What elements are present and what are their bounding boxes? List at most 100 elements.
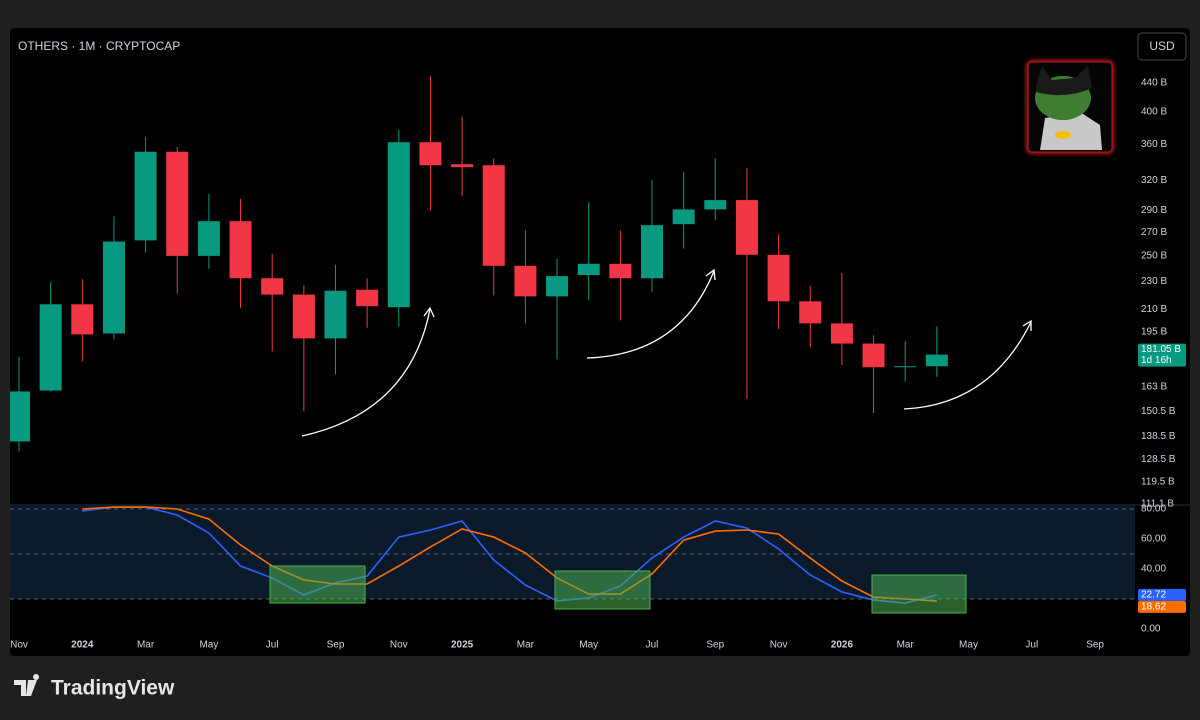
brand-icon bbox=[14, 674, 40, 696]
y-tick-label: 195 B bbox=[1141, 327, 1167, 338]
y-tick-label: 400 B bbox=[1141, 107, 1167, 118]
x-tick-label: Sep bbox=[1086, 640, 1104, 651]
candle-body bbox=[735, 200, 758, 255]
last-price-box bbox=[1138, 343, 1186, 367]
y-tick-label: 128.5 B bbox=[1141, 454, 1176, 465]
candle-body bbox=[292, 294, 315, 339]
y-tick-label: 440 B bbox=[1141, 78, 1167, 89]
stoch-line bbox=[82, 506, 937, 602]
axes: 440 B 400 B 360 B 320 B 290 B 270 B 250 B 230 B… bbox=[10, 78, 1186, 651]
last-value-box bbox=[1138, 588, 1186, 601]
candle-body bbox=[261, 278, 284, 295]
candle-body bbox=[830, 323, 853, 344]
currency-button[interactable] bbox=[1137, 32, 1187, 61]
x-tick-label: 2024 bbox=[71, 640, 94, 651]
x-tick-label: Sep bbox=[706, 640, 724, 651]
y2-tick-label: 40.00 bbox=[1141, 564, 1166, 575]
y-tick-label: 250 B bbox=[1141, 251, 1167, 262]
candle-body bbox=[482, 165, 505, 266]
candle-body bbox=[546, 276, 569, 297]
highlight-boxes bbox=[269, 565, 967, 614]
candle-body bbox=[641, 225, 663, 279]
y-tick-label: 111.1 B bbox=[1141, 499, 1174, 510]
level-band-top bbox=[10, 505, 1135, 510]
x-tick-label: Mar bbox=[517, 640, 535, 651]
x-tick-label: Jul bbox=[1025, 640, 1038, 651]
last-value-box bbox=[1138, 600, 1186, 613]
arrow bbox=[301, 308, 431, 437]
arrow-head bbox=[423, 306, 435, 318]
last-price-marker: 181.05 B1d 16h bbox=[1138, 343, 1186, 367]
arrow-head bbox=[705, 268, 716, 281]
candle-body bbox=[356, 289, 379, 307]
chart-title: OTHERS · 1M · CRYPTOCAP bbox=[18, 39, 180, 53]
candle-body bbox=[451, 164, 474, 168]
arrow bbox=[903, 321, 1032, 410]
candle-body bbox=[514, 265, 537, 297]
x-tick-label: Jul bbox=[266, 640, 279, 651]
x-tick-label: Nov bbox=[770, 640, 788, 651]
candle-body bbox=[166, 151, 189, 256]
x-tick-label: Nov bbox=[10, 640, 28, 651]
last-value-label: 22.72 bbox=[1141, 590, 1166, 601]
avatar bbox=[1026, 60, 1114, 154]
y-tick-label: 230 B bbox=[1141, 276, 1167, 287]
x-tick-label: Nov bbox=[390, 640, 408, 651]
currency-label[interactable]: USD bbox=[1149, 39, 1175, 53]
price-pane bbox=[10, 76, 948, 452]
highlight-box bbox=[871, 574, 967, 614]
candle-body bbox=[229, 221, 252, 279]
candle-body bbox=[767, 254, 790, 302]
x-tick-label: 2026 bbox=[831, 640, 854, 651]
candle-body bbox=[39, 304, 62, 391]
x-tick-label: Mar bbox=[137, 640, 155, 651]
candle-body bbox=[704, 200, 727, 210]
candle-body bbox=[894, 366, 917, 368]
y-tick-label: 290 B bbox=[1141, 205, 1167, 216]
x-tick-label: Jul bbox=[646, 640, 659, 651]
y-tick-label: 163 B bbox=[1141, 381, 1167, 392]
candle-body bbox=[577, 263, 600, 276]
x-tick-label: May bbox=[959, 640, 978, 651]
candle-body bbox=[71, 304, 94, 335]
y-tick-label: 360 B bbox=[1141, 139, 1167, 150]
y-tick-label: 138.5 B bbox=[1141, 431, 1176, 442]
candle-body bbox=[197, 221, 220, 256]
arrow-head bbox=[1022, 319, 1032, 331]
countdown: 1d 16h bbox=[1141, 355, 1172, 366]
candle-body bbox=[134, 151, 157, 241]
last-value-label: 18.62 bbox=[1141, 602, 1166, 613]
chart-panel bbox=[10, 28, 1190, 656]
x-tick-label: May bbox=[579, 640, 598, 651]
x-tick-label: Sep bbox=[327, 640, 345, 651]
x-tick-label: Mar bbox=[897, 640, 915, 651]
y-tick-label: 150.5 B bbox=[1141, 406, 1176, 417]
y-tick-label: 270 B bbox=[1141, 227, 1167, 238]
candle-body bbox=[799, 301, 822, 324]
candle-body bbox=[102, 241, 125, 334]
candle-body bbox=[925, 354, 948, 367]
highlight-box bbox=[554, 570, 651, 610]
x-tick-label: May bbox=[199, 640, 218, 651]
candle-body bbox=[609, 263, 632, 279]
candle-body bbox=[419, 142, 442, 166]
y2-tick-label: 60.00 bbox=[1141, 534, 1166, 545]
y-tick-label: 210 B bbox=[1141, 304, 1167, 315]
x-tick-label: 2025 bbox=[451, 640, 474, 651]
last-price-label: 181.05 B bbox=[1141, 344, 1181, 355]
arrow bbox=[586, 270, 715, 359]
candle-body bbox=[862, 343, 885, 368]
y-tick-label: 320 B bbox=[1141, 175, 1167, 186]
candle-body bbox=[324, 290, 347, 339]
stoch-line bbox=[82, 506, 938, 604]
brand-name: TradingView bbox=[51, 677, 175, 700]
candle-body bbox=[672, 209, 695, 225]
drawings bbox=[301, 268, 1032, 437]
candle-body bbox=[10, 391, 30, 442]
y2-tick-label: 0.00 bbox=[1141, 624, 1161, 635]
y-tick-label: 119.5 B bbox=[1141, 476, 1175, 487]
y2-tick-label: 80.00 bbox=[1141, 504, 1166, 515]
candle-body bbox=[387, 142, 410, 308]
highlight-box bbox=[269, 565, 366, 604]
